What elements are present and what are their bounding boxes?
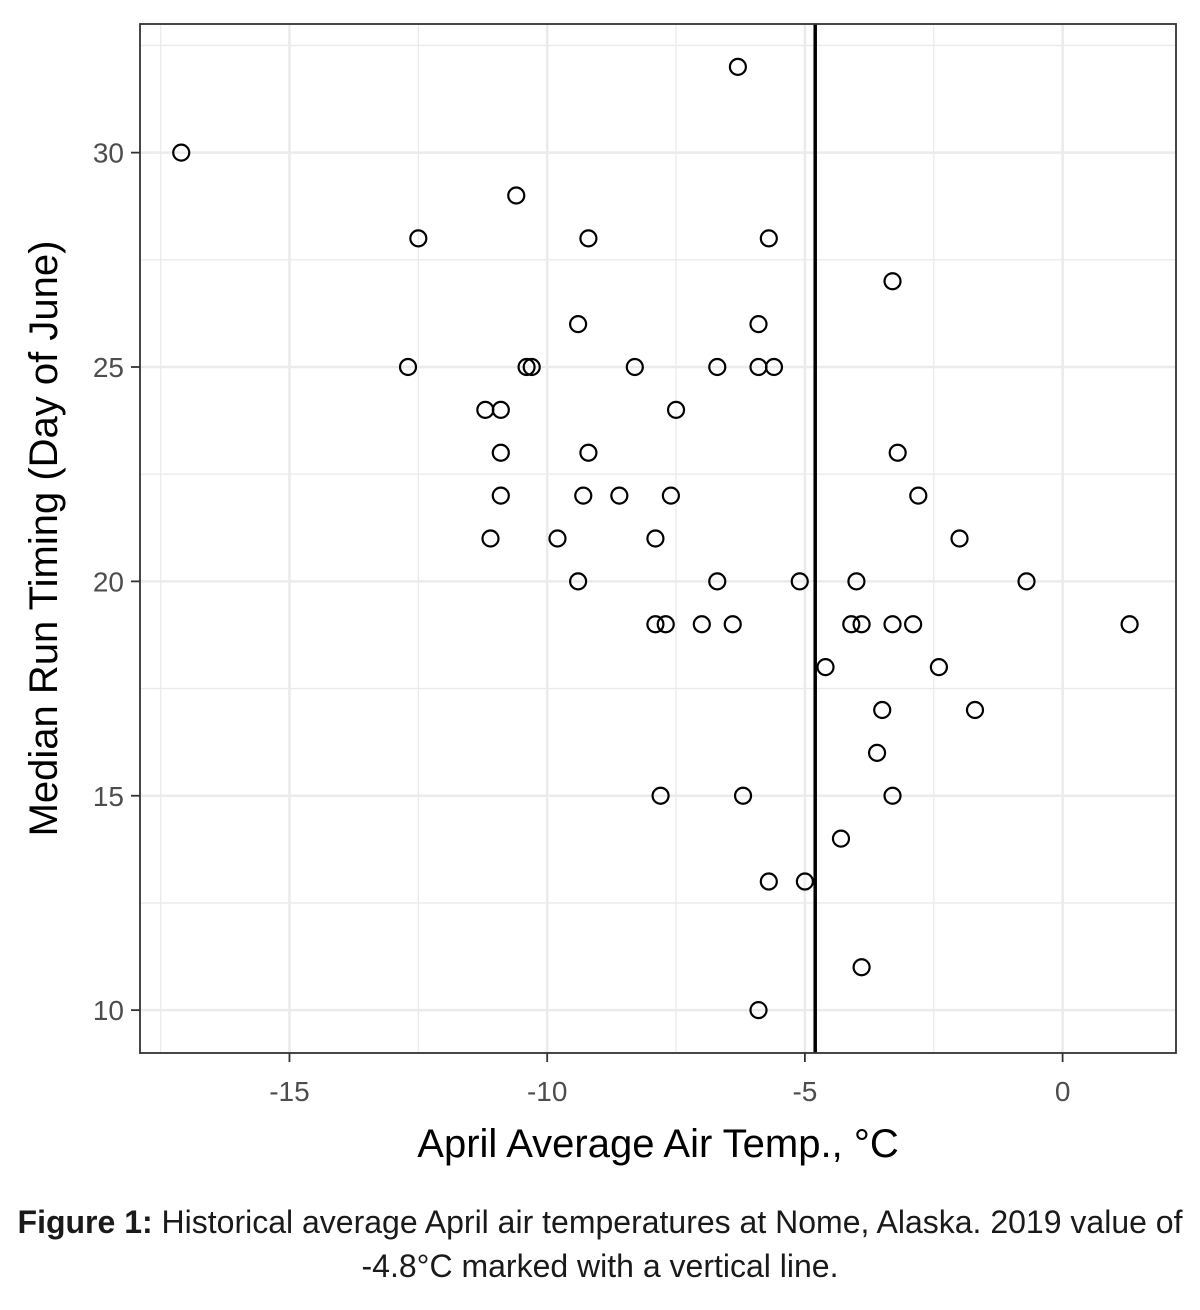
data-point (759, 229, 778, 248)
data-point (666, 400, 686, 419)
data-point (517, 357, 536, 377)
data-point (733, 786, 753, 805)
data-point (409, 229, 428, 248)
y-tick-label: 10 (93, 995, 124, 1026)
data-point (708, 572, 727, 591)
data-point (476, 400, 495, 419)
data-point (883, 272, 902, 291)
data-point (852, 958, 871, 977)
data-point (1120, 615, 1139, 634)
data-point (1017, 572, 1036, 591)
data-point (883, 615, 902, 634)
caption-lead: Figure 1: (17, 1204, 153, 1240)
data-point (491, 400, 510, 419)
grid-minor (140, 24, 1176, 1053)
data-point (491, 486, 510, 505)
figure-caption: Figure 1: Historical average April air t… (0, 1200, 1200, 1288)
data-point (579, 443, 598, 462)
data-point (491, 443, 510, 462)
data-point (795, 872, 814, 891)
data-point (965, 700, 985, 720)
data-point (888, 443, 907, 462)
data-point (646, 529, 665, 548)
y-axis-ticks: 10 15 20 25 30 (93, 138, 140, 1026)
data-point (816, 658, 835, 677)
x-axis-title: April Average Air Temp., °C (417, 1122, 898, 1166)
data-point (847, 572, 866, 591)
data-point (723, 615, 742, 634)
data-point (522, 357, 541, 377)
data-point (656, 615, 675, 634)
data-point (749, 315, 768, 334)
data-point (651, 786, 670, 805)
data-point (764, 357, 784, 377)
data-points (172, 57, 1139, 1020)
y-tick-label: 25 (93, 352, 124, 383)
x-tick-label: -15 (269, 1076, 309, 1107)
data-point (909, 486, 928, 505)
x-tick-label: -5 (792, 1076, 817, 1107)
data-point (646, 615, 665, 634)
data-point (692, 615, 711, 634)
data-point (574, 486, 593, 505)
data-point (873, 700, 892, 720)
data-point (929, 658, 949, 677)
caption-text: Historical average April air temperature… (152, 1204, 1183, 1284)
data-point (625, 357, 644, 377)
y-tick-label: 30 (93, 138, 124, 169)
data-point (842, 615, 861, 634)
data-point (852, 615, 871, 634)
y-axis-title: Median Run Timing (Day of June) (22, 241, 66, 837)
data-point (708, 357, 727, 377)
x-tick-label: -10 (527, 1076, 567, 1107)
data-point (867, 743, 887, 762)
y-tick-label: 15 (93, 781, 124, 812)
data-point (728, 57, 747, 76)
x-tick-label: 0 (1055, 1076, 1071, 1107)
data-point (749, 1001, 768, 1020)
data-point (950, 529, 969, 548)
data-point (831, 829, 851, 848)
scatter-chart: -15 -10 -5 0 10 15 20 25 30 April Average Air T… (22, 23, 1177, 1166)
plot-panel-border (139, 23, 1177, 1054)
x-axis-ticks: -15 -10 -5 0 (269, 1053, 1070, 1107)
data-point (569, 572, 588, 591)
data-point (759, 872, 778, 891)
y-tick-label: 20 (93, 566, 124, 597)
data-point (548, 529, 567, 548)
data-point (610, 486, 629, 505)
data-point (172, 143, 191, 162)
data-point (904, 615, 923, 634)
data-point (579, 229, 598, 248)
data-point (507, 186, 526, 205)
data-point (398, 357, 418, 377)
data-point (790, 572, 809, 591)
data-point (481, 529, 500, 548)
grid-major (140, 24, 1176, 1053)
data-point (883, 786, 902, 805)
data-point (569, 315, 588, 334)
data-point (661, 486, 680, 505)
